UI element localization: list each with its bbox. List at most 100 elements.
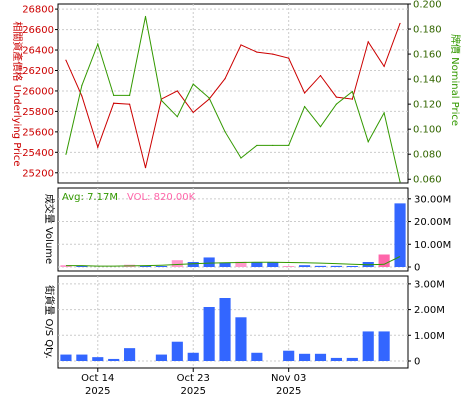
nominal-price-point	[335, 103, 338, 105]
os-bar	[76, 354, 88, 361]
price-left-tick-label: 25400	[22, 148, 54, 159]
nominal-price-point	[319, 126, 322, 128]
price-ylabel-left: 相關資產價格 Underlying Price	[11, 21, 24, 166]
volume-tick-label: 30.00M	[414, 194, 451, 205]
grid-layer	[58, 4, 408, 368]
volume-bar	[76, 266, 88, 267]
volume-avg-label: Avg: 7.17M	[62, 192, 118, 203]
nominal-price-line	[65, 16, 401, 182]
os-bar	[171, 341, 183, 361]
os-bar	[283, 350, 295, 361]
underlying-price-point	[192, 111, 194, 114]
nominal-price-point	[224, 131, 226, 133]
underlying-price-point	[256, 51, 258, 53]
volume-bar	[171, 260, 183, 267]
price-left-tick-label: 26000	[22, 86, 54, 97]
x-tick-label-date: Nov 03	[271, 373, 306, 384]
volume-bar	[346, 266, 358, 267]
underlying-price-point	[399, 22, 401, 25]
nominal-price-point	[113, 94, 115, 96]
os-bar	[235, 317, 247, 361]
underlying-price-point	[272, 53, 274, 55]
price-left-tick-label: 25800	[22, 107, 54, 118]
underlying-price-point	[383, 65, 385, 67]
lines-layer	[65, 15, 401, 267]
x-tick-label-date: Oct 23	[177, 373, 210, 384]
x-tick-label-year: 2025	[276, 386, 301, 397]
volume-bar	[251, 262, 263, 267]
price-left-tick-label: 26600	[22, 25, 54, 36]
underlying-price-point	[176, 90, 178, 92]
os-bar	[378, 331, 390, 361]
volume-ylabel: 成交量 Volume	[43, 194, 56, 264]
underlying-price-point	[113, 102, 115, 104]
underlying-price-point	[367, 41, 369, 43]
underlying-price-point	[351, 98, 353, 100]
underlying-price-point	[65, 59, 67, 61]
os-bar	[187, 352, 199, 361]
volume-bar	[139, 266, 152, 267]
nominal-price-point	[128, 94, 131, 96]
underlying-price-point	[128, 103, 131, 105]
price-right-tick-label: 0.200	[413, 0, 442, 11]
volume-bar	[203, 257, 215, 267]
os-bar	[108, 358, 120, 361]
nominal-price-point	[192, 83, 194, 85]
volume-vol-label: VOL: 820.00K	[127, 192, 196, 203]
underlying-price-point	[335, 96, 338, 98]
bars-layer	[60, 203, 406, 361]
volume-bar	[314, 265, 327, 267]
os-bar	[362, 331, 374, 361]
os-bar	[124, 348, 136, 361]
os-bar	[155, 354, 167, 361]
volume-bar	[330, 265, 342, 267]
x-tick-label-year: 2025	[85, 386, 110, 397]
os-bar	[299, 353, 311, 361]
nominal-price-point	[144, 15, 147, 18]
price-left-tick-label: 25600	[22, 127, 54, 138]
os-bar	[92, 357, 104, 361]
price-right-tick-label: 0.180	[413, 25, 442, 36]
volume-average-line	[66, 256, 401, 267]
price-right-tick-label: 0.080	[413, 150, 442, 161]
underlying-price-point	[97, 146, 99, 148]
os-tick-label: 0	[414, 357, 420, 368]
volume-bar	[378, 254, 390, 267]
underlying-price-point	[303, 92, 306, 94]
nominal-price-point	[65, 153, 67, 155]
volume-bar	[60, 265, 72, 267]
underlying-price-point	[240, 44, 242, 46]
nominal-price-point	[256, 144, 258, 147]
volume-tick-label: 10.00M	[414, 240, 451, 251]
price-panel-frame	[57, 3, 409, 184]
price-ylabel-right: 牌價 Nominal Price	[449, 34, 462, 126]
os-bar	[330, 357, 342, 361]
volume-bar	[155, 266, 167, 267]
volume-tick-label: 0	[414, 263, 420, 274]
os-ylabel: 街貨量 O/S Qty.	[43, 285, 56, 358]
os-bar	[203, 307, 215, 361]
price-right-tick-label: 0.120	[413, 100, 442, 111]
nominal-price-point	[272, 144, 274, 147]
x-tick-label-date: Oct 14	[81, 373, 114, 384]
os-bar	[60, 354, 72, 361]
underlying-price-point	[224, 78, 226, 80]
price-left-tick-label: 26400	[22, 46, 54, 57]
volume-panel-frame	[57, 187, 409, 272]
underlying-price-point	[319, 75, 322, 77]
nominal-price-point	[97, 43, 99, 45]
os-bar	[251, 352, 263, 361]
os-bar	[346, 357, 358, 361]
nominal-price-point	[399, 181, 401, 183]
volume-bar	[219, 262, 231, 267]
volume-bar	[235, 261, 247, 267]
nominal-price-point	[303, 106, 306, 108]
volume-tick-label: 20.00M	[414, 217, 451, 228]
volume-bar	[283, 266, 295, 267]
volume-bar	[187, 262, 199, 267]
nominal-price-point	[208, 97, 210, 99]
os-panel-frame	[57, 275, 409, 369]
volume-bar	[299, 265, 311, 267]
nominal-price-point	[288, 144, 290, 147]
nominal-price-point	[351, 91, 353, 93]
